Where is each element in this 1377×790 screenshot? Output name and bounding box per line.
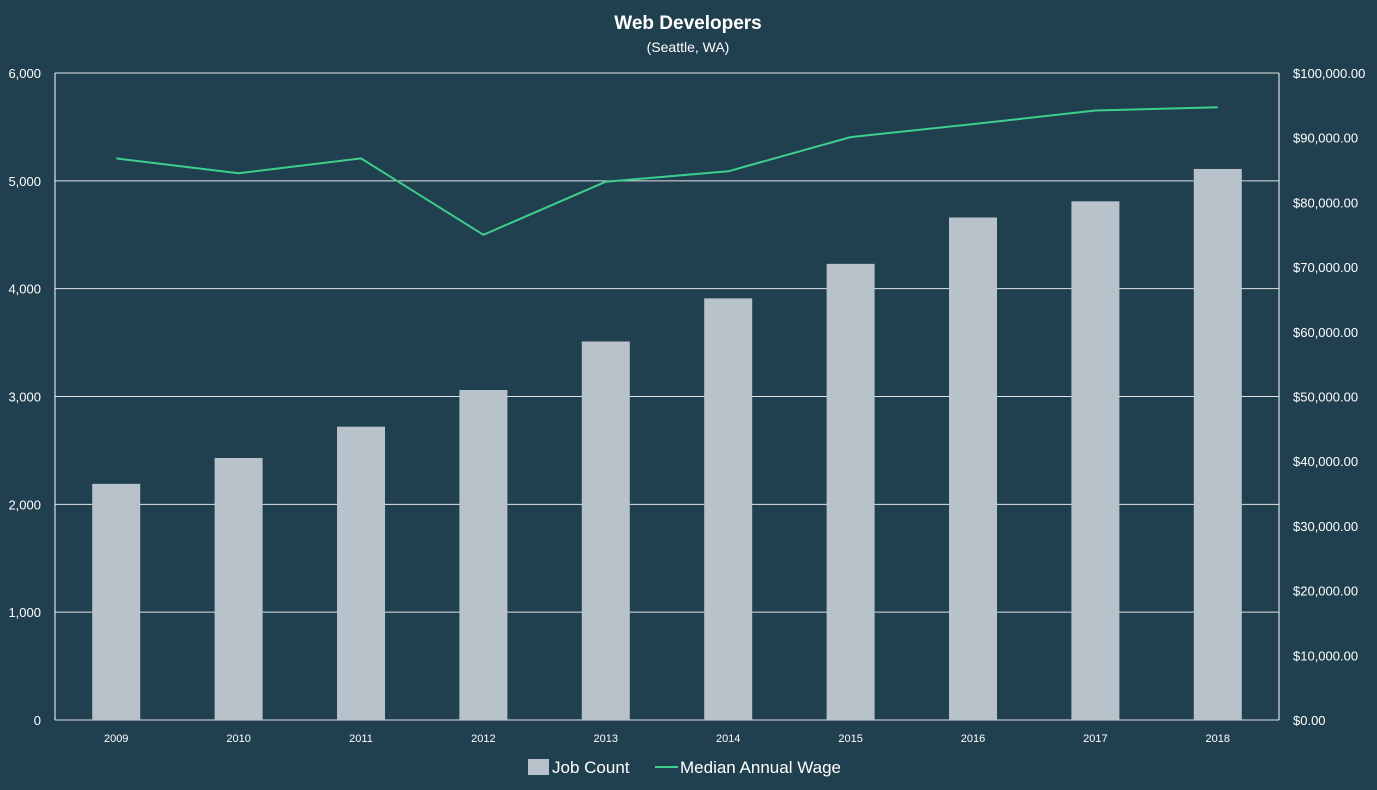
y-right-tick-label: $80,000.00 xyxy=(1293,195,1358,210)
x-tick-label: 2011 xyxy=(349,733,373,745)
legend-label-job-count: Job Count xyxy=(552,758,630,777)
x-tick-label: 2015 xyxy=(838,733,862,745)
y-right-tick-label: $60,000.00 xyxy=(1293,325,1358,340)
y-left-tick-label: 1,000 xyxy=(8,605,41,620)
wage-line xyxy=(116,106,1218,236)
bar-2018 xyxy=(1193,168,1242,720)
legend-label-median-wage: Median Annual Wage xyxy=(680,758,841,777)
bar-2013 xyxy=(581,341,630,720)
bar-2009 xyxy=(92,483,141,720)
y-right-tick-label: $0.00 xyxy=(1293,713,1326,728)
line-series xyxy=(116,106,1218,236)
y-left-tick-label: 6,000 xyxy=(8,66,41,81)
x-tick-label: 2013 xyxy=(594,733,618,745)
y-left-tick-label: 3,000 xyxy=(8,390,41,405)
x-tick-label: 2009 xyxy=(104,733,128,745)
y-left-tick-label: 4,000 xyxy=(8,282,41,297)
bar-2017 xyxy=(1071,201,1120,721)
y-right-tick-label: $40,000.00 xyxy=(1293,454,1358,469)
x-tick-label: 2010 xyxy=(226,733,250,745)
y-right-tick-label: $70,000.00 xyxy=(1293,260,1358,275)
y-right-tick-label: $30,000.00 xyxy=(1293,519,1358,534)
y-left-tick-label: 5,000 xyxy=(8,174,41,189)
bar-2012 xyxy=(459,390,508,720)
bar-2015 xyxy=(826,263,875,720)
y-left-tick-label: 2,000 xyxy=(8,497,41,512)
x-tick-label: 2018 xyxy=(1206,733,1230,745)
x-tick-label: 2017 xyxy=(1083,733,1107,745)
y-right-tick-label: $20,000.00 xyxy=(1293,584,1358,599)
bar-series xyxy=(92,168,1242,721)
x-tick-label: 2012 xyxy=(471,733,495,745)
y-left-tick-label: 0 xyxy=(34,713,41,728)
bar-2014 xyxy=(704,298,753,720)
axes: 0 1,000 2,000 3,000 4,000 5,000 6,000 $0.00 $10,… xyxy=(8,66,1365,745)
x-tick-label: 2014 xyxy=(716,733,740,745)
bar-2016 xyxy=(949,217,997,720)
y-right-tick-label: $10,000.00 xyxy=(1293,648,1358,663)
bar-2011 xyxy=(337,426,385,720)
chart-title: Web Developers xyxy=(614,13,761,34)
x-tick-label: 2016 xyxy=(961,733,985,745)
y-right-tick-label: $100,000.00 xyxy=(1293,66,1365,81)
legend: Job Count Median Annual Wage xyxy=(528,758,841,777)
y-right-tick-label: $50,000.00 xyxy=(1293,390,1358,405)
chart-subtitle: (Seattle, WA) xyxy=(647,39,730,55)
y-right-tick-label: $90,000.00 xyxy=(1293,131,1358,146)
bar-2010 xyxy=(214,457,263,720)
legend-swatch-job-count xyxy=(528,759,549,775)
